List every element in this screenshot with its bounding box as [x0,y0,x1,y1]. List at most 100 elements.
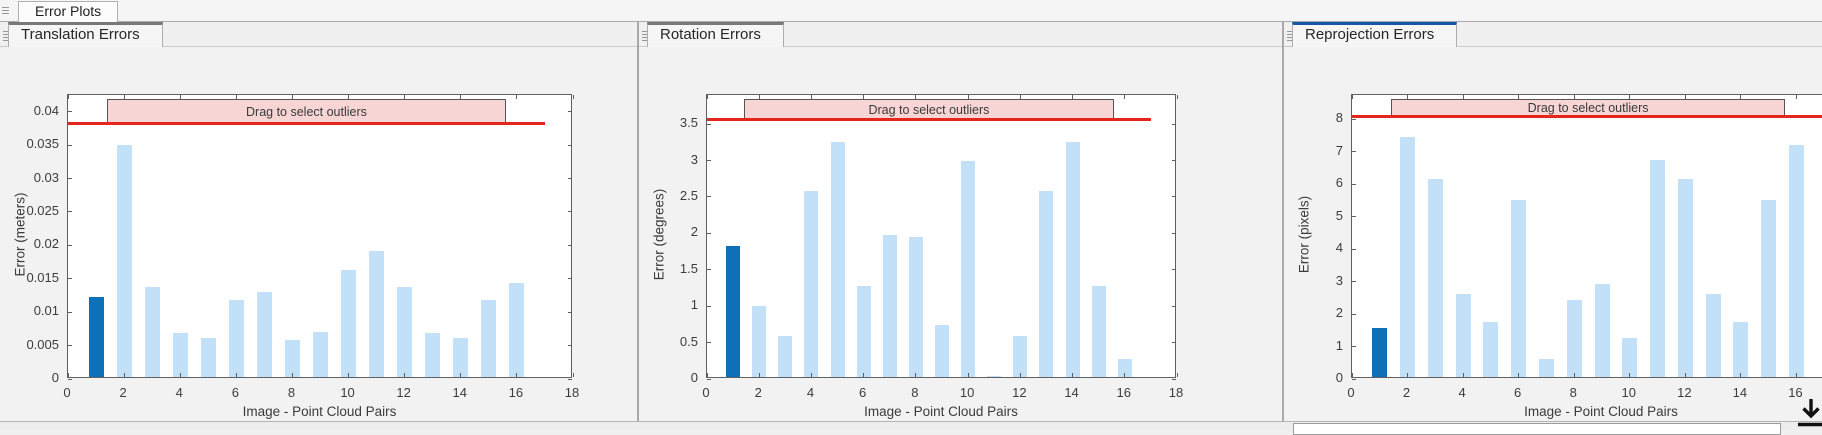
bar[interactable] [200,338,216,377]
bar[interactable] [1650,159,1666,377]
bar[interactable] [88,296,104,377]
x-tick-label: 0 [702,385,710,400]
y-tick-mark [568,211,572,213]
bar[interactable] [882,235,897,377]
drag-grip-icon[interactable] [2,7,9,14]
tab-translation-errors[interactable]: Translation Errors [8,22,163,47]
y-tick-mark [1172,123,1176,125]
bar[interactable] [1788,144,1804,377]
rotation-errors-chart[interactable]: Drag to select outliers 0 2 4 6 8 10 12 14 16 18 0 0… [639,47,1282,430]
bar[interactable] [341,270,357,377]
x-tick-mark [572,95,574,99]
bar[interactable] [1455,293,1471,377]
plot-area[interactable]: Drag to select outliers [67,94,574,380]
plot-area[interactable]: Drag to select outliers [1351,94,1822,380]
y-tick-mark [707,378,711,380]
x-tick-mark [1407,373,1409,377]
panel-divider[interactable] [637,22,639,430]
bar[interactable] [1594,284,1610,377]
tab-reprojection-errors[interactable]: Reprojection Errors [1292,22,1458,47]
x-tick-label: 16 [508,385,524,400]
bar[interactable] [961,161,976,377]
y-tick-mark [68,111,72,113]
bar[interactable] [830,141,845,377]
bar[interactable] [726,245,741,377]
x-tick-mark [1019,95,1021,99]
y-tick-label: 0.03 [33,169,59,185]
x-tick-mark [516,373,518,377]
bar[interactable] [752,305,767,377]
bar[interactable] [856,285,871,377]
translation-errors-chart[interactable]: Drag to select outliers 0 2 4 6 8 10 12 14 16 18 0 0… [0,47,637,430]
y-tick-label: 1.5 [679,260,698,276]
x-tick-mark [706,373,708,377]
x-tick-mark [810,95,812,99]
x-tick-mark [1072,373,1074,377]
threshold-line [1352,114,1822,118]
x-tick-label: 8 [911,385,919,400]
y-tick-mark [1352,378,1356,380]
x-tick-mark [1351,373,1353,377]
bar[interactable] [1483,321,1499,377]
bar[interactable] [256,292,272,377]
bar[interactable] [313,332,328,377]
bar[interactable] [284,339,300,377]
bar[interactable] [1372,328,1388,377]
bar[interactable] [172,332,188,377]
bar[interactable] [228,299,244,377]
bar[interactable] [1566,299,1582,377]
bar[interactable] [144,286,160,377]
x-tick-mark [179,373,181,377]
y-tick-mark [707,160,711,162]
y-tick-label: 2 [1335,305,1343,321]
bar[interactable] [481,299,497,377]
x-tick-label: 18 [1168,385,1184,400]
tab-error-plots[interactable]: Error Plots [18,1,119,22]
y-tick-mark [68,178,72,180]
panel-divider[interactable] [1282,22,1284,430]
x-tick-label: 18 [564,385,580,400]
bar[interactable] [935,325,949,377]
bar[interactable] [804,190,819,377]
bar[interactable] [116,145,132,377]
y-axis-label: Error (degrees) [651,188,667,281]
y-tick-label: 0.015 [26,269,59,285]
bar[interactable] [509,283,525,377]
bar[interactable] [1117,358,1132,377]
x-tick-mark [1629,95,1631,99]
x-tick-mark [915,95,917,99]
x-tick-mark [967,95,969,99]
bar[interactable] [1065,141,1080,377]
tab-rotation-errors[interactable]: Rotation Errors [647,22,784,47]
bar[interactable] [778,336,793,377]
bar[interactable] [369,250,385,377]
plot-area[interactable]: Drag to select outliers [706,94,1178,380]
bar[interactable] [397,286,413,377]
drag-grip-icon[interactable] [1287,31,1294,41]
drag-grip-icon[interactable] [3,31,10,41]
bar[interactable] [1039,190,1054,377]
bar[interactable] [1761,200,1777,377]
bar[interactable] [1013,336,1028,377]
bar[interactable] [425,332,441,377]
bar[interactable] [1091,285,1106,377]
bar[interactable] [1511,200,1527,377]
bar[interactable] [1705,293,1721,377]
bar[interactable] [1538,359,1554,377]
bar[interactable] [1427,179,1443,377]
bar[interactable] [908,237,923,377]
bar[interactable] [987,375,1002,377]
bar[interactable] [453,338,469,377]
bar[interactable] [1677,179,1693,377]
y-tick-mark [1172,342,1176,344]
bar[interactable] [1733,321,1749,377]
y-tick-mark [707,123,711,125]
x-tick-mark [863,373,865,377]
drag-grip-icon[interactable] [642,31,649,41]
bar[interactable] [1622,338,1638,377]
reprojection-errors-chart[interactable]: Drag to select outliers02468101214161801… [1284,47,1822,430]
bar[interactable] [1400,137,1416,377]
y-tick-mark [707,196,711,198]
drag-select-region[interactable]: Drag to select outliers [107,99,506,125]
rotation-tab-bar: Rotation Errors [639,22,1282,47]
